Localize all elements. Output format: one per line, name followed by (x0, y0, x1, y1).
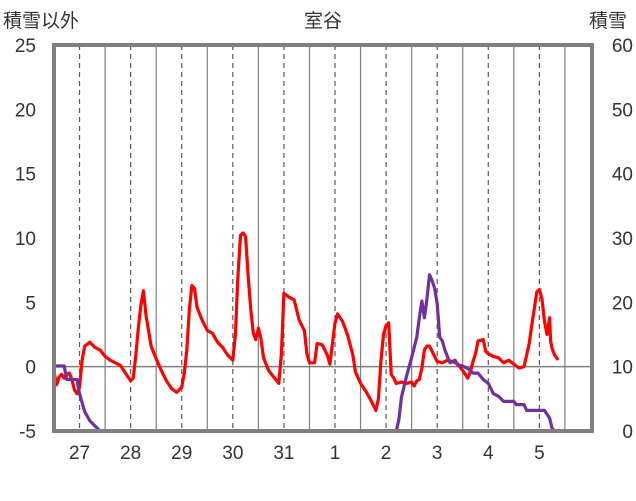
grid (54, 45, 592, 431)
right-axis-label: 積雪 (589, 10, 627, 32)
x-tick-label: 30 (222, 443, 243, 464)
left-tick-label: 15 (15, 165, 36, 186)
right-tick-label: 30 (612, 229, 633, 250)
x-tick-label: 5 (534, 443, 545, 464)
chart-title: 室谷 (304, 10, 342, 32)
x-tick-label: 3 (432, 443, 443, 464)
x-tick-label: 31 (273, 443, 294, 464)
left-y-axis: 25 20 15 10 5 0 -5 (15, 36, 36, 443)
x-tick-label: 2 (381, 443, 392, 464)
right-tick-label: 40 (612, 165, 633, 186)
x-tick-label: 4 (483, 443, 494, 464)
left-tick-label: 20 (15, 100, 36, 121)
left-tick-label: 25 (15, 36, 36, 57)
series-lines (52, 231, 594, 433)
right-y-axis: 60 50 40 30 20 10 0 (612, 36, 633, 443)
left-axis-label: 積雪以外 (3, 10, 79, 32)
left-tick-label: -5 (19, 422, 36, 443)
right-tick-label: 0 (622, 422, 633, 443)
right-tick-label: 50 (612, 100, 633, 121)
right-tick-label: 20 (612, 293, 633, 314)
left-tick-label: 10 (15, 229, 36, 250)
x-tick-label: 29 (171, 443, 192, 464)
right-tick-label: 10 (612, 358, 633, 379)
x-axis: 27 28 29 30 31 1 2 3 4 5 (69, 443, 545, 464)
x-tick-label: 1 (330, 443, 341, 464)
series-line-red (52, 231, 559, 412)
left-tick-label: 0 (25, 358, 36, 379)
left-tick-label: 5 (25, 293, 36, 314)
right-tick-label: 60 (612, 36, 633, 57)
x-tick-label: 27 (69, 443, 90, 464)
x-tick-label: 28 (120, 443, 141, 464)
plot-border (52, 43, 594, 433)
